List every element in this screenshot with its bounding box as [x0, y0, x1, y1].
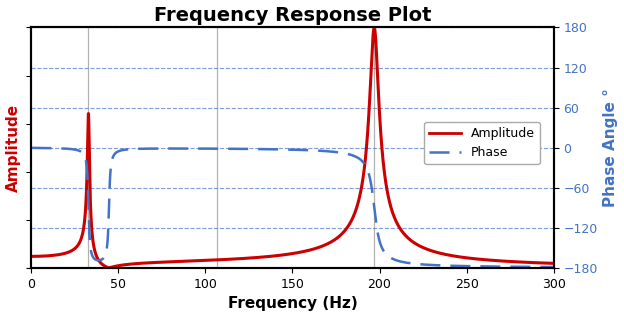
Y-axis label: Phase Angle °: Phase Angle °	[603, 88, 618, 207]
Phase	[303, 148, 310, 152]
Amplitude	[105, 266, 113, 270]
Amplitude	[55, 253, 62, 256]
Amplitude	[371, 26, 378, 29]
Amplitude	[345, 223, 353, 227]
Phase	[550, 265, 557, 269]
Amplitude	[105, 266, 113, 270]
Amplitude	[303, 249, 310, 253]
Y-axis label: Amplitude: Amplitude	[6, 104, 21, 192]
Legend: Amplitude, Phase: Amplitude, Phase	[424, 122, 540, 164]
Phase	[163, 147, 170, 151]
X-axis label: Frequency (Hz): Frequency (Hz)	[228, 296, 358, 311]
Phase	[295, 148, 303, 152]
Phase	[27, 146, 35, 150]
Title: Frequency Response Plot: Frequency Response Plot	[154, 6, 431, 24]
Amplitude	[27, 255, 35, 258]
Phase	[345, 152, 353, 156]
Line: Amplitude: Amplitude	[31, 28, 553, 268]
Amplitude	[295, 250, 303, 254]
Line: Phase: Phase	[31, 148, 553, 267]
Amplitude	[550, 262, 557, 265]
Phase	[105, 205, 113, 209]
Amplitude	[163, 260, 170, 264]
Phase	[55, 146, 62, 150]
